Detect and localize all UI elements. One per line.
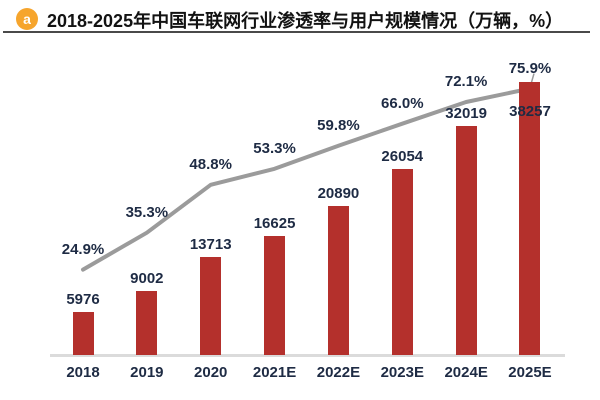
source-badge-icon: a <box>16 8 38 30</box>
line-point-label: 75.9% <box>508 59 552 77</box>
line-point-label: 24.9% <box>61 240 105 258</box>
bar-2021E <box>264 236 286 355</box>
x-axis-tick-label: 2021E <box>252 364 297 381</box>
bar-value-label: 38257 <box>509 103 551 120</box>
line-point-label: 53.3% <box>253 139 296 157</box>
x-axis-tick-label: 2024E <box>444 364 488 381</box>
x-axis-tick-label: 2025E <box>508 364 552 381</box>
bar-2025E <box>519 82 541 355</box>
bar-value-label: 5976 <box>66 291 100 308</box>
bar-value-label: 32019 <box>445 105 487 122</box>
line-point-label: 48.8% <box>189 155 232 173</box>
bar-value-label: 9002 <box>130 270 164 287</box>
bar-2020 <box>200 257 222 355</box>
title-underline <box>3 31 590 33</box>
x-axis-line <box>50 354 565 357</box>
bar-2022E <box>327 206 349 355</box>
bar-value-label: 20890 <box>317 185 360 202</box>
line-point-label: 59.8% <box>317 116 360 134</box>
line-point-label: 35.3% <box>125 203 169 221</box>
bar-value-label: 16625 <box>253 215 296 232</box>
x-axis-tick-label: 2019 <box>130 364 164 381</box>
bar-2024E <box>455 126 477 355</box>
x-axis-tick-label: 2022E <box>316 364 361 381</box>
bar-2023E <box>391 169 413 355</box>
x-axis-tick-label: 2018 <box>66 364 100 381</box>
bar-2019 <box>136 291 158 355</box>
x-axis-tick-label: 2020 <box>194 364 228 381</box>
bar-value-label: 13713 <box>189 236 232 253</box>
line-point-label: 66.0% <box>381 94 424 112</box>
bar-value-label: 26054 <box>381 148 424 165</box>
page-title: 2018-2025年中国车联网行业渗透率与用户规模情况（万辆，%） <box>47 11 564 31</box>
x-axis-tick-label: 2023E <box>380 364 424 381</box>
line-point-label: 72.1% <box>444 73 488 91</box>
bar-2018 <box>72 312 94 355</box>
